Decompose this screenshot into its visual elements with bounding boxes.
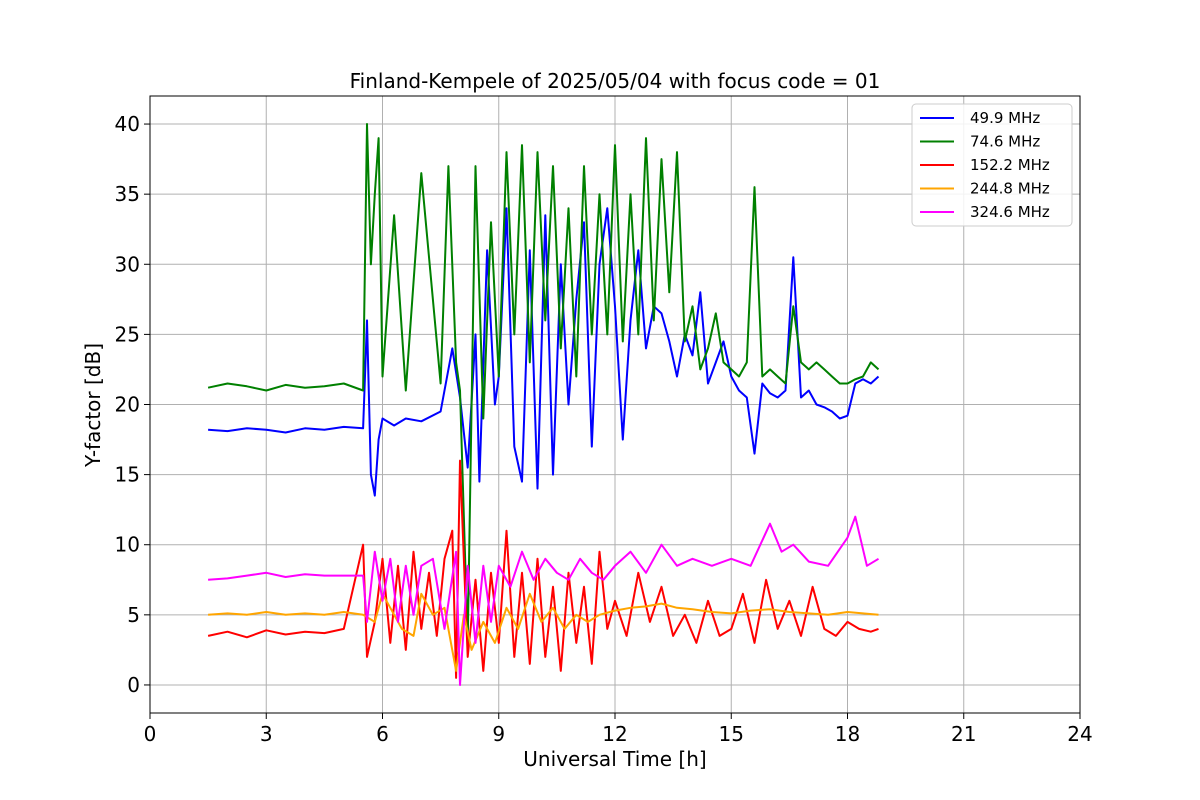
x-tick-label: 18: [835, 722, 860, 746]
x-tick-label: 24: [1067, 722, 1092, 746]
series-line-0: [208, 207, 880, 497]
x-tick-label: 9: [492, 722, 505, 746]
y-tick-label: 25: [115, 322, 140, 346]
chart-title: Finland-Kempele of 2025/05/04 with focus…: [350, 69, 881, 93]
legend-label-4: 324.6 MHz: [970, 203, 1050, 221]
x-axis-label: Universal Time [h]: [523, 747, 706, 771]
series-line-4: [208, 515, 880, 686]
y-tick-label: 30: [115, 252, 140, 276]
series-line-3: [208, 592, 879, 672]
series-line-2: [207, 459, 879, 679]
legend-label-1: 74.6 MHz: [970, 133, 1040, 151]
legend-label-2: 152.2 MHz: [970, 156, 1050, 174]
y-tick-label: 0: [127, 673, 140, 697]
y-tick-label: 20: [115, 393, 140, 417]
x-tick-label: 3: [260, 722, 273, 746]
y-tick-label: 40: [115, 112, 140, 136]
y-tick-label: 15: [115, 463, 140, 487]
series-line-1: [207, 123, 880, 644]
y-tick-label: 35: [115, 182, 140, 206]
legend-box: [911, 103, 1073, 227]
y-tick-label: 5: [127, 603, 140, 627]
legend-label-0: 49.9 MHz: [970, 109, 1040, 127]
x-tick-label: 6: [376, 722, 389, 746]
legend-label-3: 244.8 MHz: [970, 180, 1050, 198]
x-axis: 0 3 6 9 12 15 18 21 24: [144, 713, 1093, 746]
y-axis-label: Y-factor [dB]: [81, 343, 105, 468]
x-tick-label: 15: [719, 722, 744, 746]
x-tick-label: 12: [602, 722, 627, 746]
x-tick-label: 21: [951, 722, 976, 746]
legend: 49.9 MHz 74.6 MHz 152.2 MHz 244.8 MHz 324.6…: [911, 103, 1073, 227]
y-tick-label: 10: [115, 533, 140, 557]
x-tick-label: 0: [144, 722, 157, 746]
y-axis: 0 5 10 15 20 25 30 35 40: [115, 112, 150, 697]
plot-lines: [207, 123, 880, 686]
